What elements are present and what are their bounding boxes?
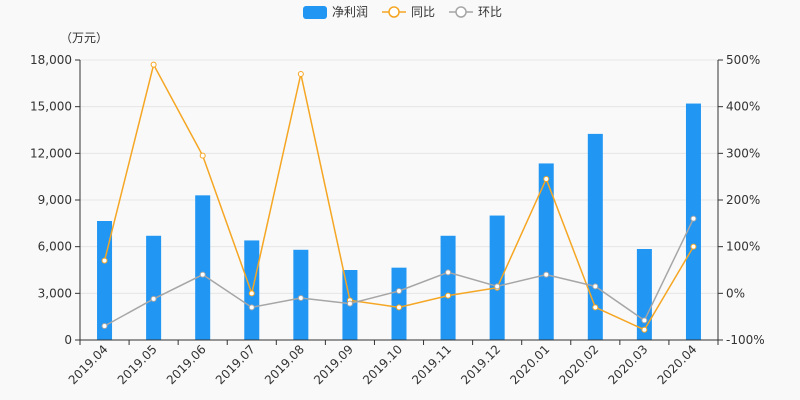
grid-lines — [80, 59, 718, 294]
x-tick-label: 2019.10 — [360, 342, 405, 387]
series-point — [641, 317, 648, 324]
legend-item[interactable]: 净利润 — [303, 5, 368, 19]
bar — [293, 249, 309, 340]
unit-label: （万元） — [60, 31, 108, 45]
series-point — [297, 295, 304, 301]
left-tick-label: 12,000 — [30, 146, 72, 160]
series-point — [101, 323, 108, 329]
right-tick-label: 200% — [726, 193, 760, 207]
right-tick-label: 300% — [726, 146, 760, 160]
series-point — [297, 71, 304, 77]
x-tick-label: 2019.06 — [164, 342, 209, 387]
bar — [685, 103, 701, 340]
bar — [195, 195, 211, 340]
bar — [97, 221, 113, 340]
x-tick-label: 2019.11 — [409, 342, 454, 387]
series-point — [592, 304, 599, 311]
x-tick-label: 2020.02 — [556, 342, 601, 387]
left-tick-label: 6,000 — [38, 240, 72, 254]
series-point — [346, 300, 353, 307]
series-point — [592, 283, 599, 290]
right-tick-label: 500% — [726, 53, 760, 67]
x-tick-label: 2020.01 — [507, 342, 552, 387]
line-series — [101, 61, 697, 333]
right-tick-label: -100% — [726, 333, 765, 347]
x-tick-label: 2019.07 — [213, 342, 258, 387]
series-point — [150, 61, 157, 68]
series-point — [248, 290, 255, 297]
series-point — [101, 257, 108, 264]
series-point — [396, 288, 402, 294]
x-tick-label: 2020.03 — [606, 342, 651, 387]
series-point — [641, 326, 648, 333]
x-tick-label: 2019.05 — [115, 342, 160, 387]
bar — [636, 249, 652, 340]
series-point — [396, 304, 402, 311]
series-point — [445, 269, 452, 276]
legend-item[interactable]: 同比 — [382, 5, 435, 19]
legend-label: 同比 — [411, 5, 435, 19]
right-tick-label: 100% — [726, 240, 760, 254]
series-point — [543, 271, 550, 278]
legend-label: 环比 — [478, 5, 502, 19]
x-tick-label: 2019.09 — [311, 342, 356, 387]
legend-marker — [388, 6, 400, 18]
right-tick-label: 400% — [726, 100, 760, 114]
left-tick-label: 15,000 — [30, 100, 72, 114]
series-point — [690, 243, 697, 250]
series-point — [445, 292, 452, 299]
series-point — [150, 295, 157, 302]
series-point — [690, 215, 697, 222]
bar — [146, 235, 162, 340]
x-tick-label: 2019.12 — [458, 342, 503, 387]
bar — [391, 267, 407, 340]
bar — [538, 163, 554, 340]
series-point — [248, 304, 255, 311]
series-point — [494, 283, 501, 290]
series-point — [543, 176, 550, 182]
x-tick-label: 2019.08 — [262, 342, 307, 387]
x-tick-label: 2020.04 — [655, 342, 700, 387]
series-point — [199, 271, 206, 278]
legend-item[interactable]: 环比 — [449, 5, 502, 19]
bar — [440, 235, 456, 340]
legend[interactable]: 净利润 同比 环比 — [303, 5, 502, 19]
legend-swatch — [303, 6, 327, 19]
left-tick-label: 9,000 — [38, 193, 72, 207]
series-point — [199, 152, 206, 159]
left-tick-label: 0 — [64, 333, 72, 347]
left-tick-label: 18,000 — [30, 53, 72, 67]
bar — [489, 215, 505, 340]
left-tick-label: 3,000 — [38, 286, 72, 300]
x-tick-label: 2019.04 — [66, 342, 111, 387]
right-tick-label: 0% — [726, 286, 745, 300]
legend-label: 净利润 — [332, 5, 368, 19]
legend-marker — [455, 6, 467, 18]
